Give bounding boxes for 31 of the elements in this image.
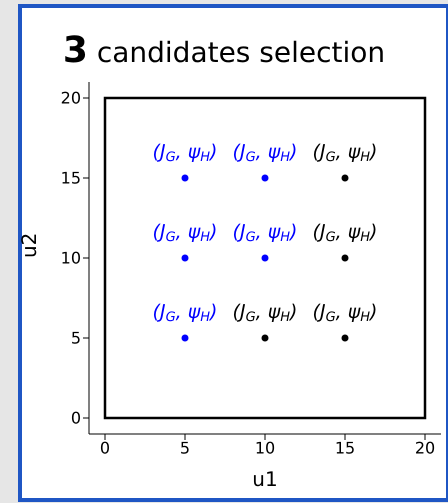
annotation: (J$_{G}$, ψ$_{H}$)	[152, 141, 218, 166]
annotation: (J$_{G}$, ψ$_{H}$)	[312, 301, 378, 326]
point	[262, 174, 268, 182]
y-axis-title: u2	[17, 232, 42, 258]
y-tick-label: 10	[60, 248, 81, 268]
y-tick-label: 15	[60, 168, 81, 188]
point	[342, 254, 348, 262]
annotation: (J$_{G}$, ψ$_{H}$)	[152, 221, 218, 246]
x-tick-label: 15	[334, 438, 356, 458]
annotation: (J$_{G}$, ψ$_{H}$)	[232, 141, 298, 166]
x-tick-label: 5	[180, 438, 190, 458]
x-axis-title: u1	[252, 467, 278, 491]
annotation: (J$_{G}$, ψ$_{H}$)	[312, 221, 378, 246]
point	[182, 174, 188, 182]
x-tick-label: 20	[414, 438, 436, 458]
annotation: (J$_{G}$, ψ$_{H}$)	[152, 301, 218, 326]
point	[262, 334, 268, 342]
point	[182, 254, 188, 262]
point	[342, 174, 348, 182]
chart-title: 3 candidates selection	[62, 30, 386, 71]
x-tick-label: 0	[100, 438, 110, 458]
y-tick-label: 5	[70, 328, 81, 348]
annotation: (J$_{G}$, ψ$_{H}$)	[232, 221, 298, 246]
annotation: (J$_{G}$, ψ$_{H}$)	[232, 301, 298, 326]
x-tick-label: 10	[254, 438, 276, 458]
point	[342, 334, 348, 342]
y-tick-label: 20	[60, 88, 81, 108]
y-tick-label: 0	[70, 408, 81, 428]
point	[182, 334, 188, 342]
annotation: (J$_{G}$, ψ$_{H}$)	[312, 141, 378, 166]
point	[262, 254, 268, 262]
